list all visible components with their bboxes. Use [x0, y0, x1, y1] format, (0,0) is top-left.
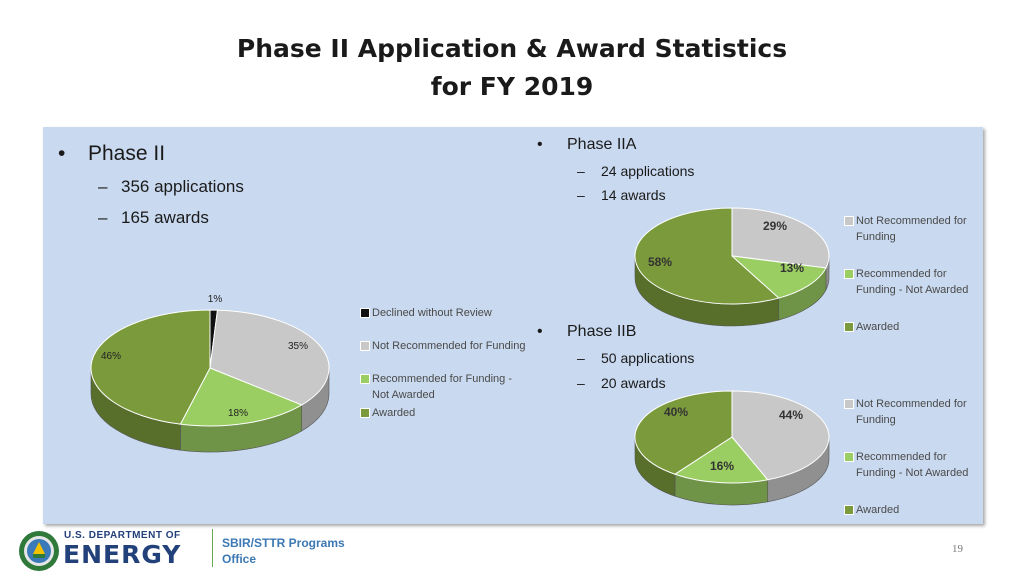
pie-label-not-recommended: 29% [763, 219, 787, 233]
phase2a-dash-2: – [577, 187, 585, 203]
phase2b-dash-1: – [577, 350, 585, 366]
legend-swatch-1 [360, 341, 370, 351]
legend-swatch-2 [844, 322, 854, 332]
legend-item-0: Not Recommended for Funding [856, 215, 967, 243]
legend-swatch-0 [844, 216, 854, 226]
pie-slice-not-recommended [209, 309, 330, 406]
legend-item-1: Recommended for Funding - Not Awarded [856, 268, 969, 296]
pie-label-awarded: 40% [664, 405, 688, 419]
legend-item-2: Awarded [856, 321, 900, 333]
phase2a-dash-1: – [577, 163, 585, 179]
pie-slice-awarded [90, 309, 211, 425]
legend-item-0: Declined without Review [372, 307, 492, 319]
pie-label-not-recommended: 44% [779, 408, 803, 422]
doe-dept-line: U.S. DEPARTMENT OF [64, 530, 181, 541]
phase2a-applications: 24 applications [601, 163, 695, 179]
pie-slice-recommended-not-awarded [730, 255, 827, 299]
footer-divider [212, 529, 213, 567]
pie-label-declined: 1% [208, 294, 223, 305]
office-line-2: Office [222, 552, 257, 566]
pie-slice-not-recommended [731, 207, 830, 269]
title-line-1: Phase II Application & Award Statistics [236, 34, 788, 63]
pie-label-recommended-not-awarded: 16% [710, 459, 734, 473]
phase2-bullet-glyph: • [58, 142, 66, 165]
pie-label-recommended-not-awarded: 13% [780, 261, 804, 275]
page-number: 19 [952, 543, 963, 555]
legend-item-1: Not Recommended for Funding [372, 340, 526, 352]
phase2b-bullet-glyph: • [537, 323, 543, 340]
pie-slice-recommended-not-awarded [179, 367, 303, 427]
pie-slice-recommended-not-awarded [673, 436, 769, 484]
phase2b-applications: 50 applications [601, 350, 695, 366]
title-line-2: for FY 2019 [430, 72, 594, 101]
legend-swatch-0 [844, 399, 854, 409]
legend-item-2: Recommended for Funding - Not Awarded [372, 373, 513, 401]
phase2a-bullet-glyph: • [537, 136, 543, 153]
legend-swatch-2 [844, 505, 854, 515]
phase2-dash-2: – [98, 208, 108, 227]
doe-seal-icon [19, 531, 59, 571]
doe-energy-wordmark: ENERGY [63, 540, 182, 569]
legend-swatch-1 [844, 269, 854, 279]
phase2a-heading: Phase IIA [567, 136, 637, 153]
phase2a-awards: 14 awards [601, 187, 666, 203]
phase2b-awards: 20 awards [601, 375, 666, 391]
pie-slice-awarded [634, 207, 780, 305]
phase2-dash-1: – [98, 177, 108, 196]
legend-swatch-2 [360, 374, 370, 384]
slide-title: Phase II Application & Award Statistics … [0, 30, 1024, 106]
pie-label-awarded: 58% [648, 255, 672, 269]
pie-label-not-recommended: 35% [288, 341, 308, 352]
legend-swatch-3 [360, 408, 370, 418]
pie-chart-1: 29% 13% 58% [634, 207, 830, 327]
phase2-heading: Phase II [88, 142, 166, 165]
phase2b-dash-2: – [577, 375, 585, 391]
phase2b-heading: Phase IIB [567, 323, 637, 340]
phase2-applications: 356 applications [121, 177, 244, 196]
legend-swatch-0 [360, 308, 370, 318]
legend-item-1: Recommended for Funding - Not Awarded [856, 451, 969, 479]
legend-item-3: Awarded [372, 407, 416, 419]
pie-chart-2: 44% 16% 40% [634, 390, 830, 506]
office-line-1: SBIR/STTR Programs [222, 536, 345, 550]
phase2-awards: 165 awards [121, 208, 209, 227]
legend-item-2: Awarded [856, 504, 900, 516]
legend-swatch-1 [844, 452, 854, 462]
pie-slice-not-recommended [731, 390, 830, 481]
pie-label-awarded: 46% [101, 351, 121, 362]
office-name: SBIR/STTR Programs Office [222, 535, 345, 567]
legend-item-0: Not Recommended for Funding [856, 398, 967, 426]
pie-label-recommended-not-awarded: 18% [228, 408, 248, 419]
pie-chart-0: 1% 35% 18% 46% [90, 294, 330, 453]
pie-slice-awarded [634, 390, 733, 475]
